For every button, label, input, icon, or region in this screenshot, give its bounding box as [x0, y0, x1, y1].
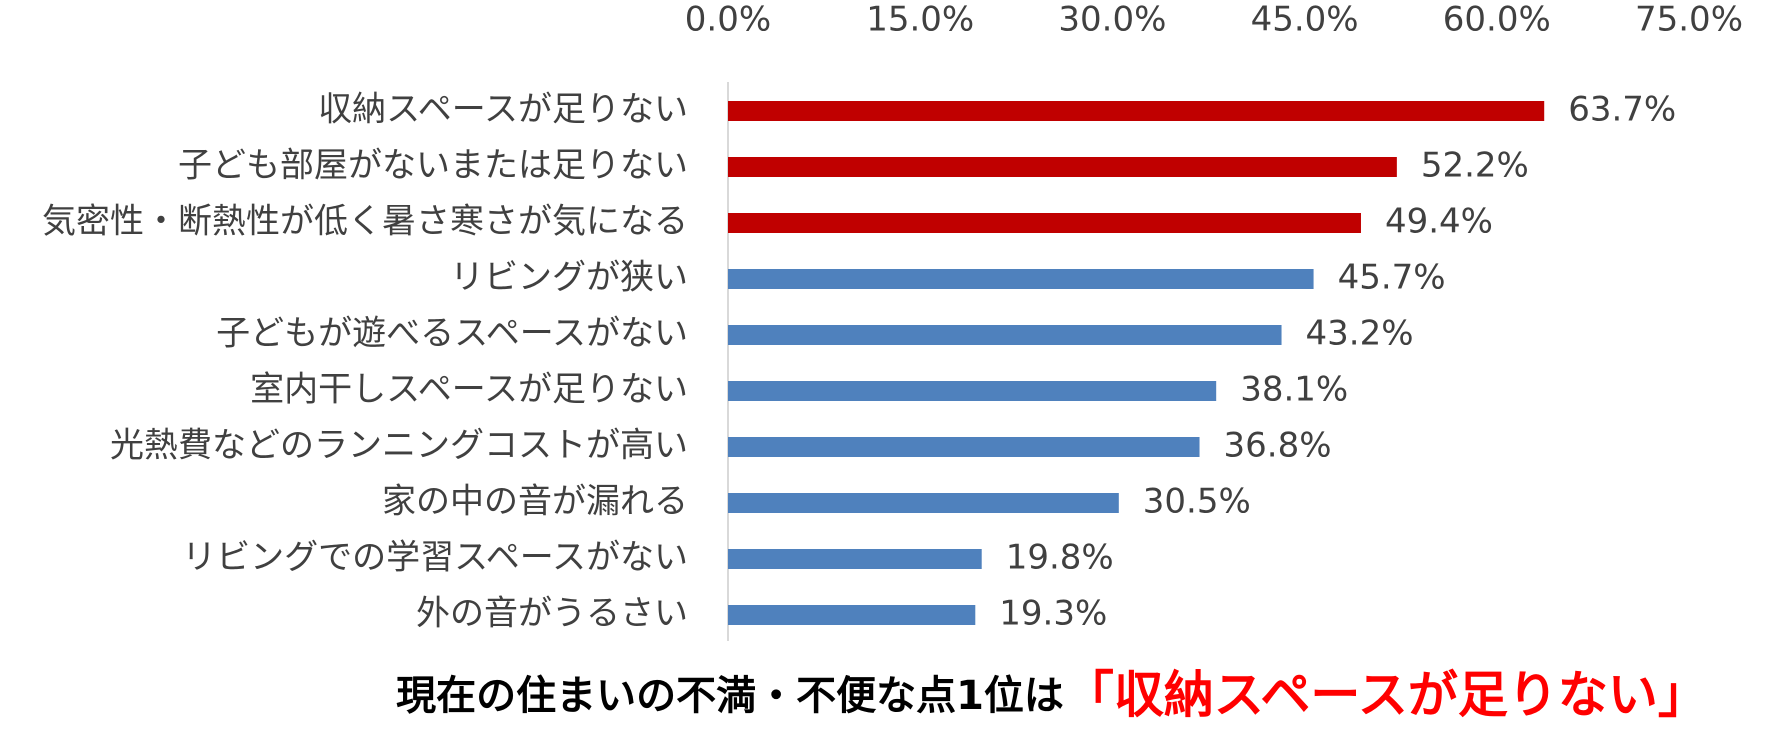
caption-text: 現在の住まいの不満・不便な点1位は [396, 673, 1064, 719]
y-tick-label: 収納スペースが足りない [318, 90, 688, 130]
value-label: 38.1% [1240, 370, 1348, 410]
value-label: 30.5% [1143, 482, 1251, 522]
y-tick-label: 気密性・断熱性が低く暑さ寒さが気になる [42, 202, 688, 242]
x-tick-label: 45.0% [1251, 0, 1359, 40]
value-label: 36.8% [1224, 426, 1332, 466]
caption-highlight: 「収納スペースが足りない」 [1064, 666, 1708, 724]
y-tick-label: 光熱費などのランニングコストが高い [110, 426, 688, 466]
value-label: 43.2% [1306, 314, 1414, 354]
bar [728, 437, 1200, 457]
bar [728, 101, 1545, 121]
bar [728, 605, 976, 625]
bar [728, 213, 1361, 233]
value-label: 19.8% [1006, 538, 1114, 578]
value-label: 63.7% [1568, 90, 1676, 130]
caption: 現在の住まいの不満・不便な点1位は「収納スペースが足りない」 [396, 666, 1708, 724]
bar [728, 493, 1119, 513]
x-tick-label: 0.0% [685, 0, 771, 40]
y-tick-label: 子ども部屋がないまたは足りない [178, 146, 688, 186]
y-tick-label: 室内干しスペースが足りない [250, 370, 688, 410]
value-label: 49.4% [1385, 202, 1493, 242]
bar [728, 157, 1397, 177]
x-tick-label: 30.0% [1058, 0, 1166, 40]
y-tick-label: 外の音がうるさい [416, 594, 688, 634]
y-tick-label: 家の中の音が漏れる [382, 482, 688, 522]
x-tick-label: 15.0% [866, 0, 974, 40]
value-label: 52.2% [1421, 146, 1529, 186]
y-tick-label: 子どもが遊べるスペースがない [216, 314, 688, 354]
bar [728, 549, 982, 569]
bar [728, 269, 1314, 289]
y-tick-label: リビングが狭い [450, 258, 688, 298]
x-tick-label: 75.0% [1635, 0, 1743, 40]
bar [728, 325, 1282, 345]
value-label: 19.3% [999, 594, 1107, 634]
bar [728, 381, 1217, 401]
x-tick-label: 60.0% [1443, 0, 1551, 40]
y-tick-label: リビングでの学習スペースがない [182, 538, 688, 578]
value-label: 45.7% [1338, 258, 1446, 298]
